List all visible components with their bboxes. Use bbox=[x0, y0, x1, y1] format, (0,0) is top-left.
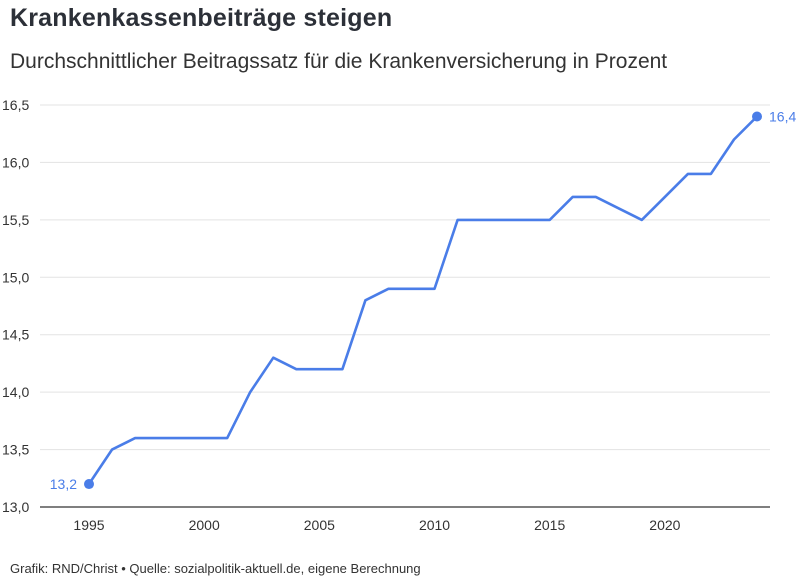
grid-lines bbox=[40, 104, 770, 508]
endpoint-marker bbox=[752, 111, 762, 122]
x-axis-ticks: 1995 2000 2005 2010 2015 2020 bbox=[73, 517, 680, 533]
y-tick-label: 15,0 bbox=[2, 269, 29, 285]
data-label: 16,4 bbox=[769, 108, 796, 124]
data-label: 13,2 bbox=[50, 476, 77, 492]
series-layer bbox=[87, 115, 759, 486]
y-tick-label: 13,5 bbox=[2, 442, 29, 458]
y-tick-label: 16,0 bbox=[2, 154, 29, 170]
x-tick-label: 2010 bbox=[419, 517, 450, 533]
series-line bbox=[87, 115, 759, 486]
chart-title: Krankenkassenbeiträge steigen bbox=[10, 4, 393, 32]
y-axis-ticks: 13,0 13,5 14,0 14,5 15,0 15,5 16,0 16,5 bbox=[2, 97, 29, 515]
y-tick-label: 16,5 bbox=[2, 97, 29, 113]
y-tick-label: 13,0 bbox=[2, 499, 29, 515]
y-tick-label: 15,5 bbox=[2, 212, 29, 228]
y-tick-label: 14,0 bbox=[2, 384, 29, 400]
x-tick-label: 2005 bbox=[304, 517, 335, 533]
y-tick-label: 14,5 bbox=[2, 327, 29, 343]
x-tick-label: 2000 bbox=[189, 517, 220, 533]
x-tick-label: 1995 bbox=[73, 517, 104, 533]
chart-subtitle: Durchschnittlicher Beitragssatz für die … bbox=[10, 50, 668, 73]
annotations: 13,2 16,4 bbox=[50, 108, 797, 492]
source-credit: Grafik: RND/Christ • Quelle: sozialpolit… bbox=[10, 561, 421, 576]
endpoint-marker bbox=[84, 479, 94, 490]
x-tick-label: 2020 bbox=[649, 517, 680, 533]
x-tick-label: 2015 bbox=[534, 517, 565, 533]
